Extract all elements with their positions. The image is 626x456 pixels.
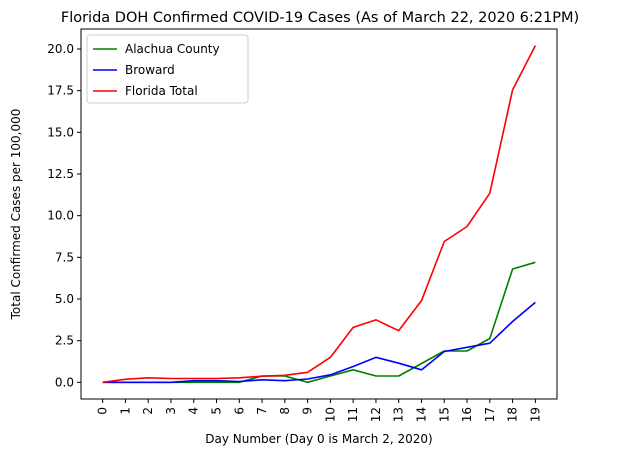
legend-label-broward: Broward (125, 63, 175, 77)
y-tick-label: 12.5 (47, 167, 74, 181)
y-tick-label: 20.0 (47, 42, 74, 56)
x-axis: 0 1 2 3 4 5 6 7 8 9 10 11 12 13 14 15 16 17 18 19 (96, 399, 542, 422)
x-tick-label: 6 (232, 407, 246, 415)
legend-label-florida-total: Florida Total (125, 84, 198, 98)
y-tick-label: 7.5 (55, 250, 74, 264)
x-tick-label: 15 (437, 407, 451, 422)
y-axis-label: Total Confirmed Cases per 100,000 (9, 109, 23, 321)
x-tick-label: 4 (187, 407, 201, 415)
series-line-florida-total (102, 45, 537, 384)
legend: Alachua County Broward Florida Total (86, 34, 249, 104)
series-lines (102, 45, 537, 384)
x-tick-label: 5 (210, 407, 224, 415)
x-tick-label: 16 (460, 407, 474, 422)
legend-label-alachua-county: Alachua County (125, 42, 220, 56)
legend-box (86, 34, 249, 104)
x-tick-label: 7 (255, 407, 269, 415)
y-tick-label: 0.0 (55, 375, 74, 389)
y-tick-label: 17.5 (47, 84, 74, 98)
x-tick-label: 8 (278, 407, 292, 415)
x-tick-label: 18 (506, 407, 520, 422)
x-tick-label: 0 (96, 407, 110, 415)
series-line-broward (102, 301, 536, 384)
x-tick-label: 10 (323, 407, 337, 422)
y-axis: 0.0 2.5 5.0 7.5 10.0 12.5 15.0 17.5 20.0 (47, 42, 81, 389)
x-tick-label: 13 (392, 407, 406, 422)
chart-title: Florida DOH Confirmed COVID-19 Cases (As… (61, 10, 579, 26)
y-tick-label: 2.5 (55, 334, 74, 348)
x-tick-label: 17 (483, 407, 497, 422)
x-tick-label: 11 (346, 407, 360, 422)
x-tick-label: 19 (528, 407, 542, 422)
y-tick-label: 15.0 (47, 125, 74, 139)
x-tick-label: 2 (141, 407, 155, 415)
x-axis-label: Day Number (Day 0 is March 2, 2020) (205, 432, 432, 446)
x-tick-label: 9 (301, 407, 315, 415)
y-tick-label: 5.0 (55, 292, 74, 306)
x-tick-label: 14 (414, 407, 428, 422)
x-tick-label: 1 (118, 407, 132, 415)
plot-area (80, 28, 558, 400)
x-tick-label: 3 (164, 407, 178, 415)
y-tick-label: 10.0 (47, 209, 74, 223)
x-tick-label: 12 (369, 407, 383, 422)
